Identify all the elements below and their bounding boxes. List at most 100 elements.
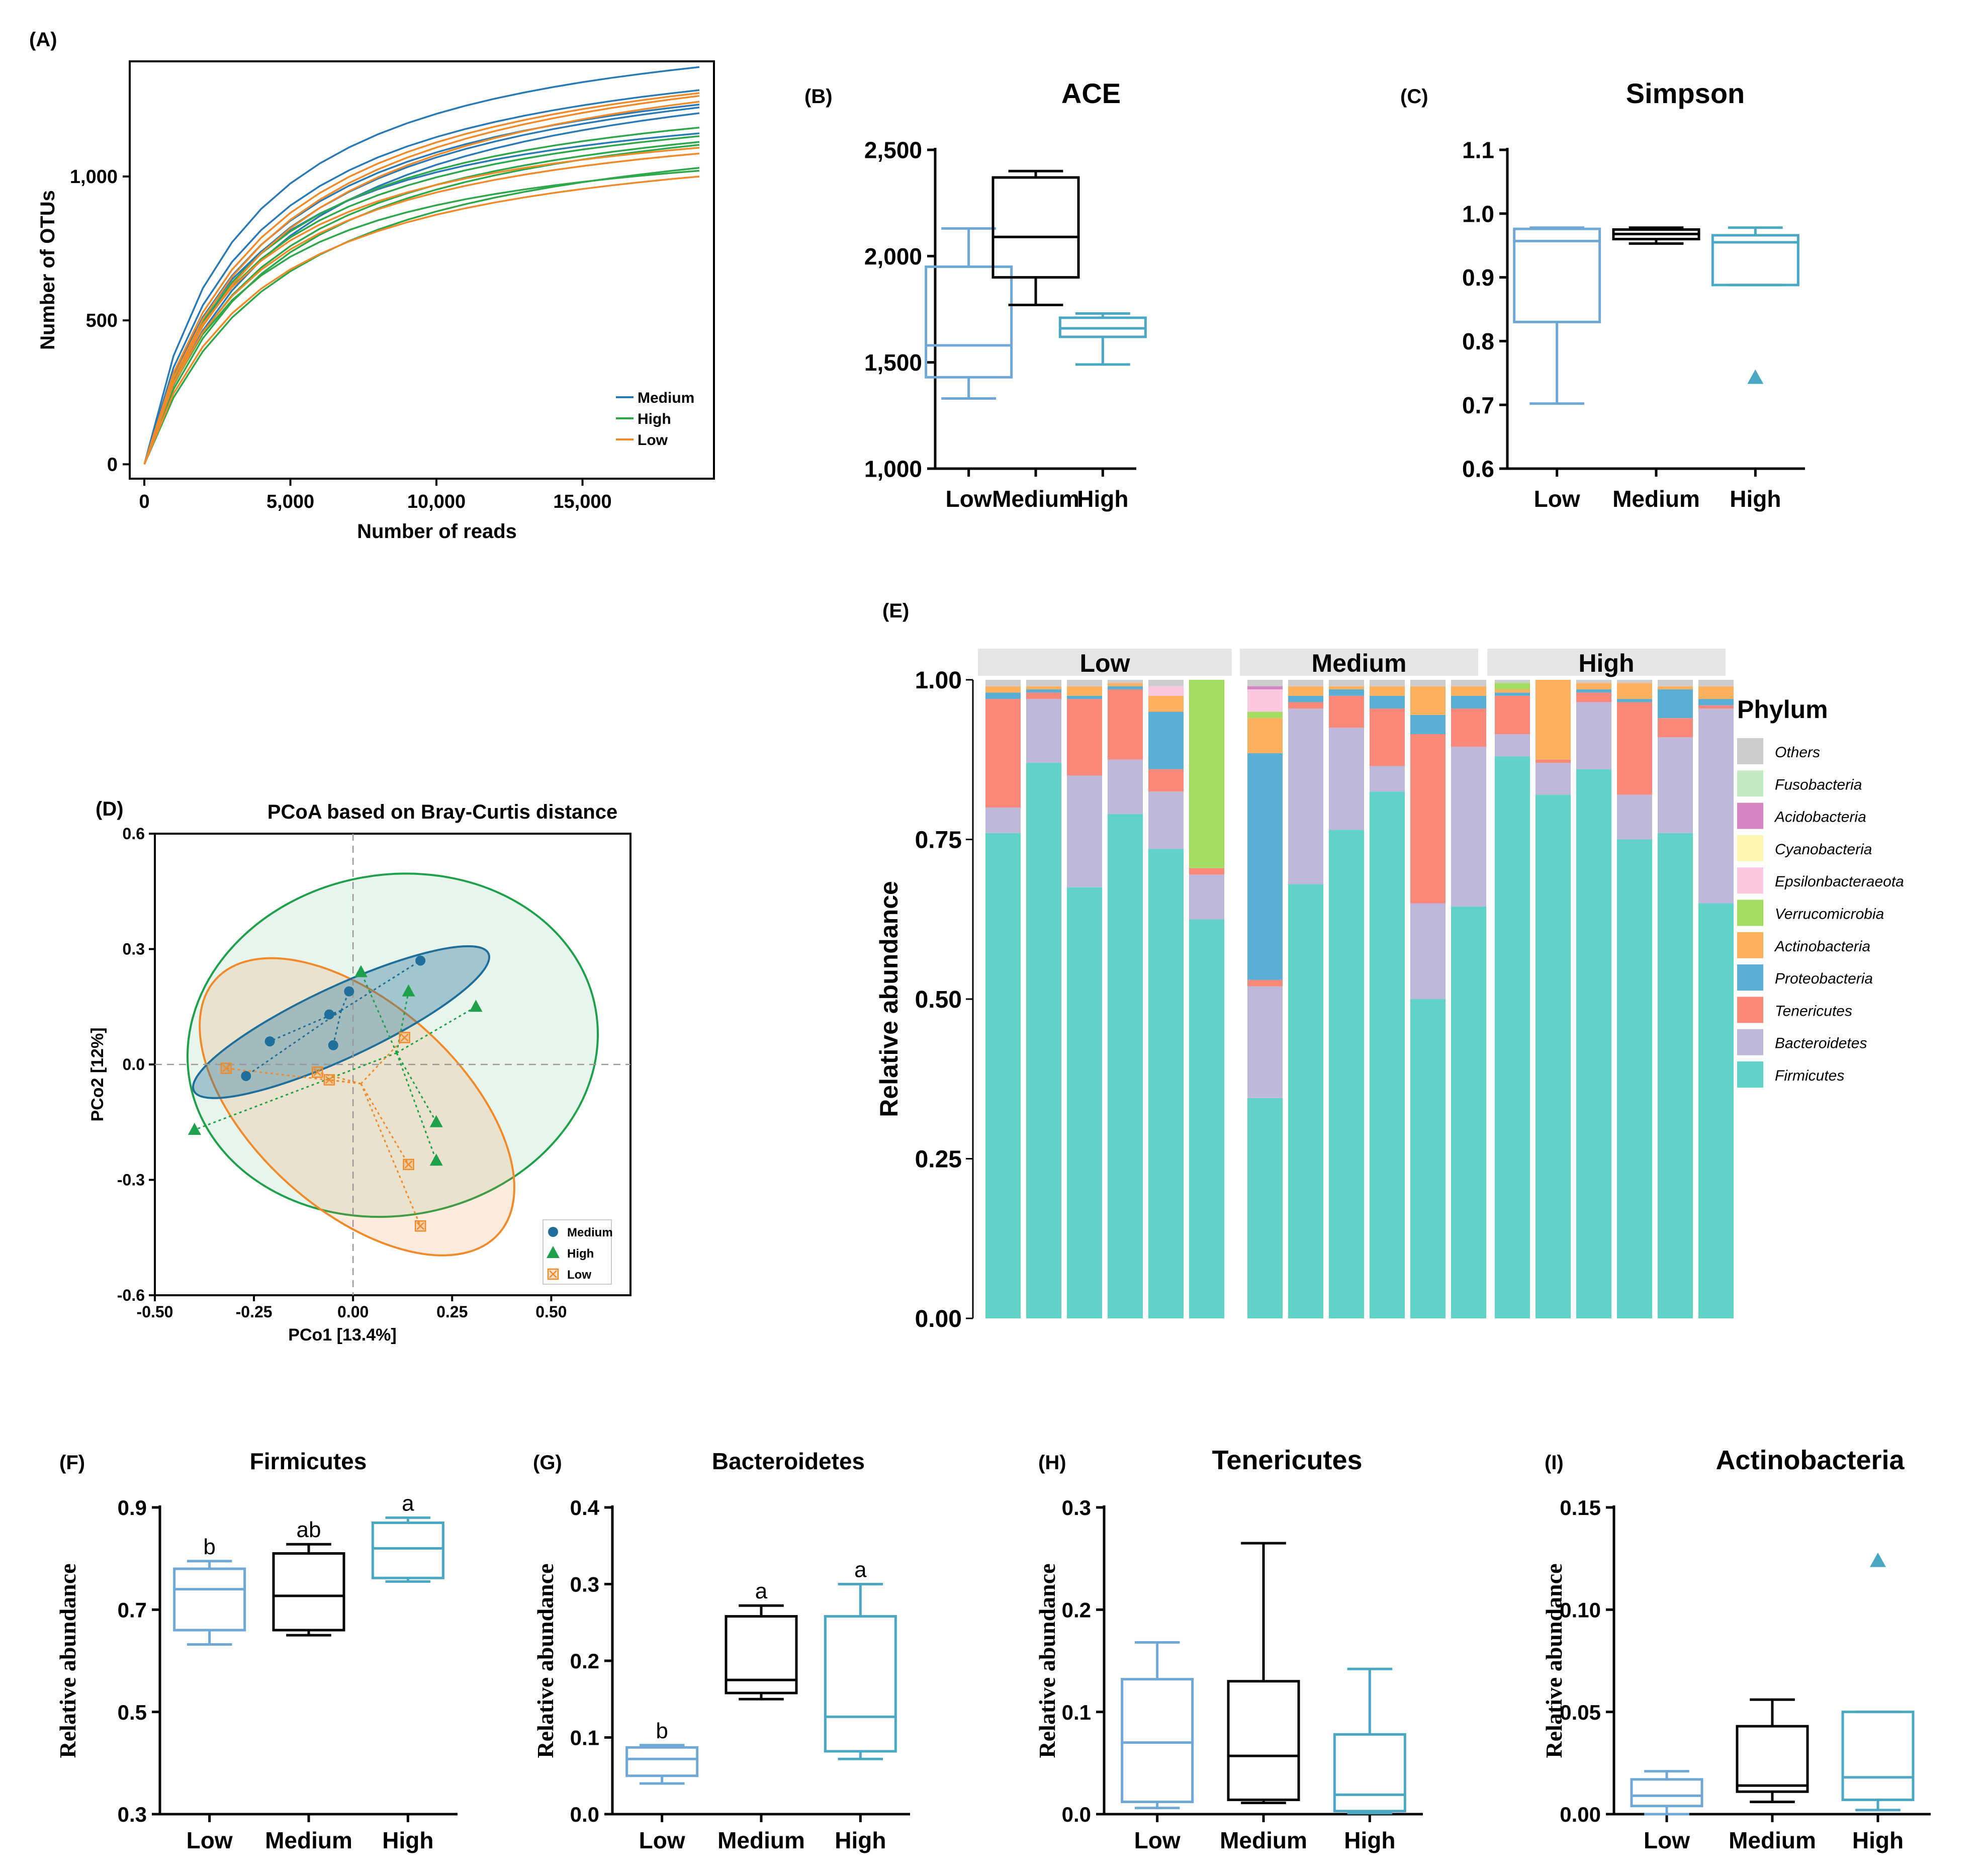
x-tick-label-low: Low — [187, 1827, 233, 1853]
y-tick-label: -0.6 — [117, 1286, 145, 1304]
y-tick-label: 1,000 — [864, 456, 922, 482]
spider-line-low — [360, 1083, 421, 1226]
bar-segment-proteobacteria — [1288, 695, 1323, 702]
y-tick-label: 0.0 — [123, 1055, 145, 1074]
sample-point-high — [469, 1000, 483, 1012]
bar-segment-bacteroidetes — [1026, 699, 1061, 763]
y-tick-label: 1.1 — [1462, 137, 1494, 163]
bar-segment-others — [985, 680, 1021, 686]
legend-swatch-acidobacteria — [1737, 802, 1763, 829]
x-axis-label: PCo1 [13.4%] — [288, 1325, 396, 1345]
panel-label: (H) — [1038, 1452, 1066, 1474]
y-tick-label: 0.7 — [118, 1598, 147, 1622]
spider-line-low — [360, 1083, 409, 1165]
panel-g-bacteroidetes-boxplot: (G) Bacteroidetes 0.0 0.1 0.2 0.3 0.4 Low b Mediu… — [532, 1448, 910, 1853]
legend-label: Firmicutes — [1775, 1067, 1844, 1084]
bar-segment-others — [1108, 680, 1143, 683]
bar-segment-proteobacteria — [1451, 695, 1486, 709]
legend-label: Actinobacteria — [1774, 938, 1870, 955]
bar-segment-bacteroidetes — [1189, 874, 1224, 920]
spider-line-high — [360, 971, 398, 1053]
bar-segment-actinobacteria — [1370, 686, 1405, 696]
bar-segment-acidobacteria — [1247, 686, 1283, 690]
marker-cross — [404, 1160, 413, 1169]
box-high — [824, 1615, 897, 1753]
legend-label: Low — [567, 1268, 591, 1282]
bar-segment-firmicutes — [1495, 756, 1530, 1318]
x-tick-label-medium: Medium — [992, 486, 1079, 512]
bar-segment-epsilonbacteraeota — [1247, 689, 1283, 712]
bar-segment-tenericutes — [1067, 699, 1102, 776]
sample-point-low — [403, 1158, 414, 1171]
y-tick-label: 0.3 — [570, 1573, 599, 1596]
panel-a-rarefaction: (A) 0 5,000 10,000 15,000 0 500 1,000 Number of … — [29, 29, 715, 543]
sample-point-low — [220, 1062, 232, 1074]
bar-segment-firmicutes — [1451, 906, 1486, 1318]
bar-segment-firmicutes — [985, 833, 1021, 1318]
bar-segment-tenericutes — [1451, 708, 1486, 747]
bar-segment-tenericutes — [1288, 702, 1323, 709]
bar-segment-others — [1148, 680, 1184, 686]
bar-segment-actinobacteria — [1148, 695, 1184, 712]
bar-segment-firmicutes — [1026, 763, 1061, 1318]
legend-label: Proteobacteria — [1775, 970, 1873, 987]
bar-segment-actinobacteria — [1617, 683, 1652, 699]
facet-label-high: High — [1578, 649, 1634, 677]
box-medium — [1227, 1680, 1300, 1802]
x-tick-label-low: Low — [1134, 1827, 1181, 1853]
sample-point-medium — [241, 1070, 251, 1081]
legend-label: Tenericutes — [1775, 1003, 1852, 1019]
sample-point-high — [354, 965, 368, 977]
panel-label: (F) — [59, 1452, 85, 1474]
sample-point-medium — [415, 955, 426, 966]
x-tick-label-medium: Medium — [1729, 1827, 1816, 1853]
facet-strip-high — [1487, 649, 1726, 676]
bar-segment-proteobacteria — [1658, 689, 1693, 719]
legend-label: Fusobacteria — [1775, 776, 1862, 793]
legend-label: High — [638, 411, 671, 427]
y-tick-label: 0.2 — [1062, 1598, 1091, 1622]
panel-label: (I) — [1545, 1452, 1564, 1474]
chart-title: Bacteroidetes — [712, 1448, 865, 1474]
significance-letter: a — [854, 1558, 867, 1582]
legend-swatch-others — [1737, 738, 1763, 764]
x-tick-label-low: Low — [946, 486, 992, 512]
box-low — [1513, 227, 1601, 323]
legend-label: High — [567, 1247, 594, 1261]
spider-line-medium — [245, 1010, 342, 1077]
bar-segment-actinobacteria — [1576, 683, 1611, 690]
bar-segment-firmicutes — [1536, 794, 1571, 1318]
legend-marker — [547, 1246, 560, 1258]
x-tick-label-low: Low — [1644, 1827, 1690, 1853]
y-tick-label: 0.5 — [118, 1701, 147, 1724]
box-medium — [1736, 1725, 1809, 1793]
legend-label: Cyanobacteria — [1775, 841, 1872, 858]
x-tick-label: 0.00 — [337, 1303, 369, 1321]
bar-segment-firmicutes — [1247, 1098, 1283, 1318]
bar-segment-bacteroidetes — [1410, 903, 1446, 999]
y-axis-label: Relative abundance — [55, 1563, 80, 1758]
sample-point-low — [311, 1066, 323, 1078]
sample-point-high — [429, 1153, 443, 1166]
facet-label-medium: Medium — [1312, 649, 1407, 677]
legend-label: Others — [1775, 744, 1820, 761]
bar-segment-proteobacteria — [1617, 699, 1652, 702]
box-high — [1333, 1733, 1406, 1813]
sample-point-low — [399, 1032, 410, 1043]
panel-label: (B) — [804, 85, 833, 108]
x-axis-label: Number of reads — [357, 520, 517, 543]
bar-segment-others — [1658, 680, 1693, 686]
box-high — [1841, 1711, 1915, 1802]
marker-cross — [400, 1033, 409, 1042]
bar-segment-bacteroidetes — [1617, 794, 1652, 840]
y-tick-label: 0.3 — [1062, 1496, 1091, 1520]
x-tick-label-medium: Medium — [1612, 486, 1700, 512]
rarefaction-curve-medium — [143, 132, 700, 465]
y-tick-label: 1,000 — [70, 166, 118, 188]
x-tick-label-high: High — [1077, 486, 1128, 512]
bar-segment-firmicutes — [1148, 849, 1184, 1318]
marker-cross — [313, 1068, 322, 1077]
bar-segment-verrucomicrobia — [1189, 680, 1224, 868]
